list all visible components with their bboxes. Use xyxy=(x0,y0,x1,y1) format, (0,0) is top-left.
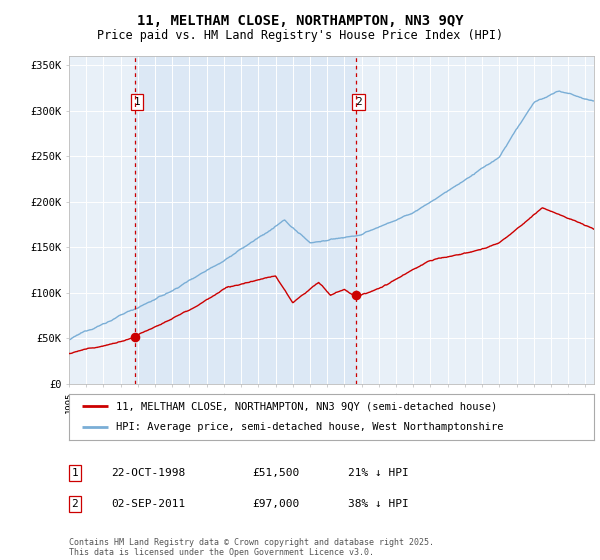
Text: 21% ↓ HPI: 21% ↓ HPI xyxy=(348,468,409,478)
Text: 22-OCT-1998: 22-OCT-1998 xyxy=(111,468,185,478)
Text: 2: 2 xyxy=(71,499,79,509)
Point xyxy=(130,332,139,341)
Text: 2: 2 xyxy=(355,97,362,107)
Text: Price paid vs. HM Land Registry's House Price Index (HPI): Price paid vs. HM Land Registry's House … xyxy=(97,29,503,42)
Text: HPI: Average price, semi-detached house, West Northamptonshire: HPI: Average price, semi-detached house,… xyxy=(116,422,504,432)
Text: £97,000: £97,000 xyxy=(252,499,299,509)
Text: £51,500: £51,500 xyxy=(252,468,299,478)
Text: Contains HM Land Registry data © Crown copyright and database right 2025.
This d: Contains HM Land Registry data © Crown c… xyxy=(69,538,434,557)
Text: 1: 1 xyxy=(71,468,79,478)
Point xyxy=(351,291,361,300)
Text: 38% ↓ HPI: 38% ↓ HPI xyxy=(348,499,409,509)
Bar xyxy=(134,56,356,384)
Text: 11, MELTHAM CLOSE, NORTHAMPTON, NN3 9QY: 11, MELTHAM CLOSE, NORTHAMPTON, NN3 9QY xyxy=(137,14,463,28)
Text: 02-SEP-2011: 02-SEP-2011 xyxy=(111,499,185,509)
Text: 1: 1 xyxy=(134,97,140,107)
Text: 11, MELTHAM CLOSE, NORTHAMPTON, NN3 9QY (semi-detached house): 11, MELTHAM CLOSE, NORTHAMPTON, NN3 9QY … xyxy=(116,401,497,411)
